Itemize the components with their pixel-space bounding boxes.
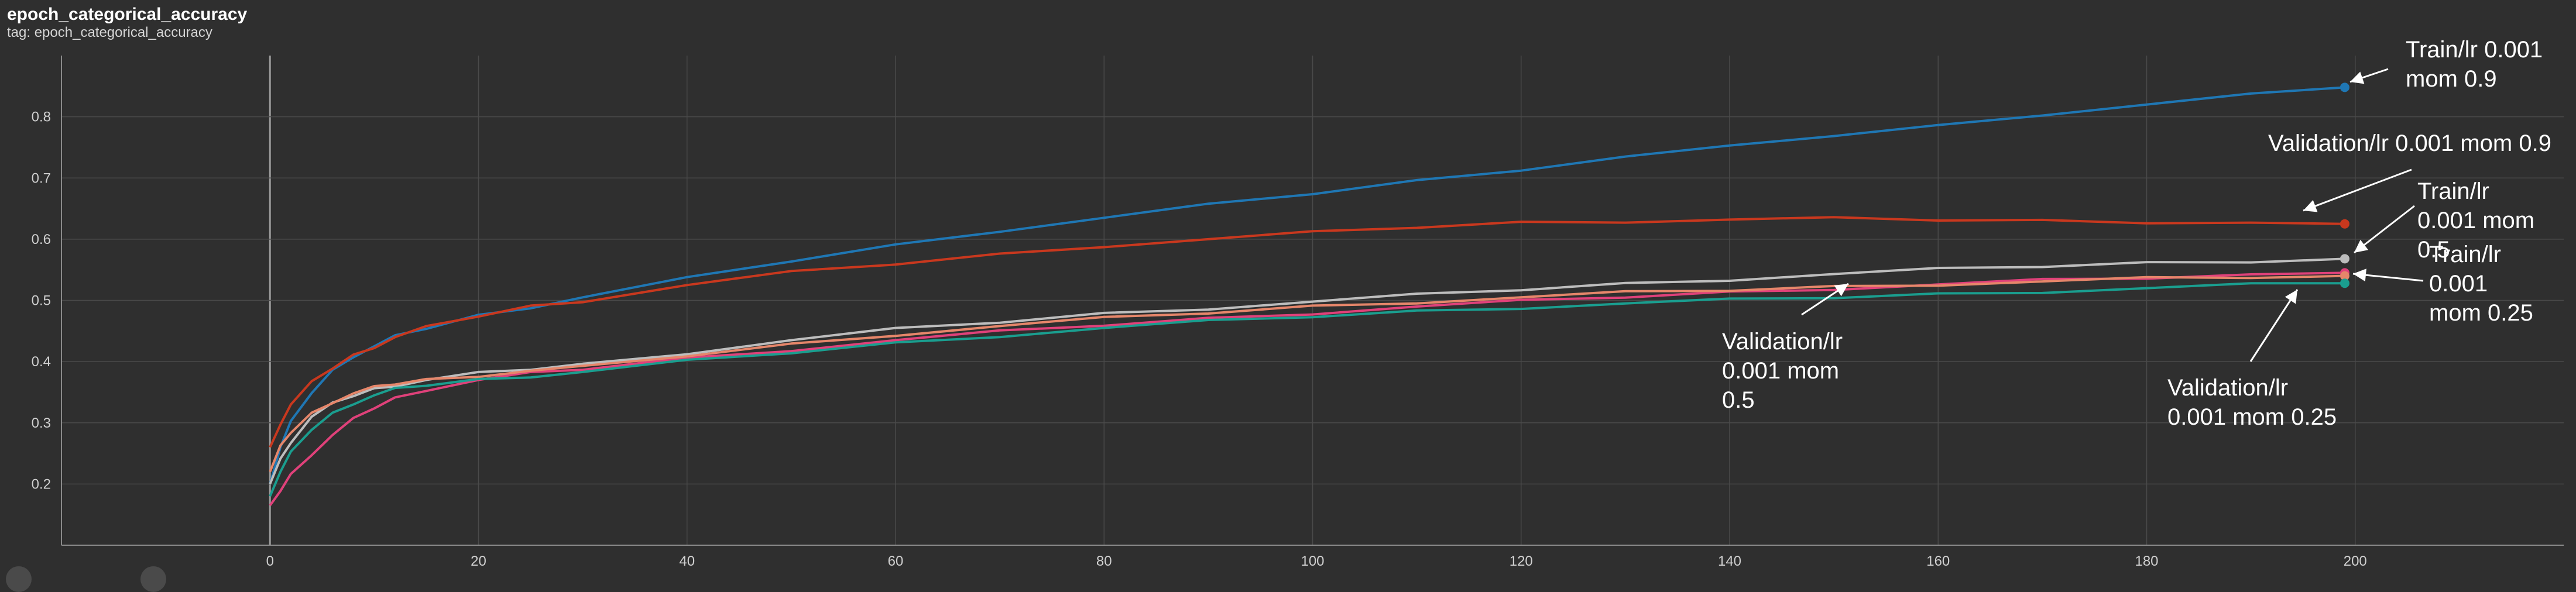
annotation-arrow xyxy=(2303,168,2412,212)
annotation-text-line: Validation/lr 0.001 mom 0.9 xyxy=(2268,130,2551,156)
x-tick-label: 200 xyxy=(2344,553,2367,569)
y-tick-label: 0.7 xyxy=(32,170,51,186)
series-end-marker xyxy=(2340,82,2349,92)
series-line xyxy=(269,271,2345,507)
annotation-text-line: 0.001 mom xyxy=(2417,208,2534,233)
series-end-marker xyxy=(2340,219,2349,229)
annotation-text-line: Train/lr xyxy=(2417,178,2489,204)
annotation-arrowhead xyxy=(2350,71,2365,84)
chart-subtitle: tag: epoch_categorical_accuracy xyxy=(7,25,212,40)
y-tick-label: 0.2 xyxy=(32,476,51,492)
x-tick-label: 160 xyxy=(1926,553,1950,569)
annotation-label: Validation/lr 0.001 mom 0.25 xyxy=(2167,289,2337,430)
y-tick-label: 0.5 xyxy=(32,293,51,309)
annotation-arrowhead xyxy=(2303,199,2318,212)
annotation-text-line: Train/lr 0.001 xyxy=(2406,37,2543,63)
annotation-text-line: 0.001 mom 0.25 xyxy=(2167,404,2337,430)
fit-domain-button[interactable] xyxy=(6,566,32,592)
annotation-text-line: 0.001 xyxy=(2429,271,2488,297)
x-tick-label: 180 xyxy=(2135,553,2158,569)
annotation-label: Validation/lr 0.001 mom 0.9 xyxy=(2268,130,2551,212)
chart-title: epoch_categorical_accuracy xyxy=(7,5,248,24)
annotation-arrow xyxy=(2249,289,2299,362)
tick-labels: 0 20 40 60 80 100 120 140 160 180 200 0.2 0.3 0.4 0.5 0… xyxy=(32,109,2367,569)
series-line xyxy=(269,86,2345,484)
annotation-label: Train/lr 0.001 mom 0.9 xyxy=(2349,37,2543,92)
grid-lines xyxy=(61,56,2564,545)
y-tick-label: 0.6 xyxy=(32,232,51,247)
annotation-label: Validation/lr 0.001 mom 0.5 xyxy=(1722,283,1849,413)
series-end-marker xyxy=(2340,271,2349,281)
accuracy-line-chart: 0 20 40 60 80 100 120 140 160 180 200 0.2 0.3 0.4 0.5 0… xyxy=(32,37,2564,569)
series-end-marker xyxy=(2340,254,2349,264)
annotation-text-line: 0.5 xyxy=(2417,237,2450,263)
series-line xyxy=(269,274,2345,473)
annotation-text-line: mom 0.9 xyxy=(2406,66,2497,92)
annotations: Train/lr 0.001 mom 0.9 Validation/lr 0.001… xyxy=(1722,37,2551,430)
annotation-text-line: mom 0.25 xyxy=(2429,300,2533,326)
y-tick-label: 0.4 xyxy=(32,354,51,370)
annotation-arrowhead xyxy=(2285,290,2297,304)
annotation-text-line: Train/lr xyxy=(2429,242,2501,267)
series-line xyxy=(269,216,2345,448)
x-tick-label: 40 xyxy=(679,553,695,569)
series-line xyxy=(269,282,2345,497)
annotation-text-line: Validation/lr xyxy=(2167,375,2288,401)
y-tick-label: 0.3 xyxy=(32,415,51,431)
download-button[interactable] xyxy=(140,566,166,592)
x-tick-label: 120 xyxy=(1510,553,1533,569)
x-tick-label: 100 xyxy=(1301,553,1324,569)
series-end-marker xyxy=(2340,278,2349,288)
x-tick-label: 60 xyxy=(888,553,904,569)
x-tick-label: 140 xyxy=(1718,553,1741,569)
axes xyxy=(61,56,2564,546)
annotation-text-line: Validation/lr xyxy=(1722,329,1843,354)
series-line xyxy=(269,257,2345,485)
annotation-arrowhead xyxy=(1834,284,1848,297)
annotation-label: Train/lr 0.001 mom 0.25 xyxy=(2352,242,2533,326)
annotation-arrowhead xyxy=(2353,269,2366,282)
series-lines xyxy=(269,82,2349,507)
annotation-text-line: 0.5 xyxy=(1722,387,1755,413)
x-tick-label: 0 xyxy=(266,553,274,569)
y-tick-label: 0.8 xyxy=(32,109,51,125)
annotation-text-line: 0.001 mom xyxy=(1722,358,1839,384)
x-tick-label: 20 xyxy=(471,553,486,569)
annotation-label: Train/lr 0.001 mom 0.5 xyxy=(2354,178,2534,263)
x-tick-label: 80 xyxy=(1096,553,1112,569)
annotation-arrowhead xyxy=(2354,239,2369,253)
